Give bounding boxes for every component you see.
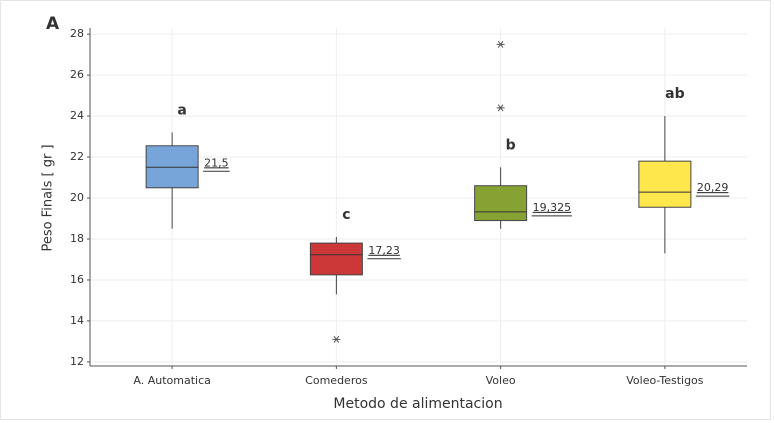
outlier	[496, 40, 505, 48]
y-tick-label: 16	[70, 273, 84, 286]
y-tick-label: 14	[70, 314, 84, 327]
y-tick-label: 26	[70, 68, 84, 81]
median-label: 21,5	[204, 156, 229, 169]
group-letter: c	[342, 207, 350, 223]
box	[309, 242, 363, 276]
x-tick-label: A. Automatica	[133, 374, 210, 387]
median-label: 19,325	[533, 201, 572, 214]
y-tick-label: 28	[70, 27, 84, 40]
box	[145, 145, 199, 189]
y-axis-title: Peso Finals [ gr ]	[41, 144, 56, 251]
group-letter: ab	[665, 86, 684, 102]
panel-label: A	[46, 14, 60, 34]
x-tick-label: Voleo	[486, 374, 516, 387]
y-tick-label: 12	[70, 355, 84, 368]
outlier	[496, 104, 505, 112]
x-axis-title: Metodo de alimentacion	[333, 396, 502, 412]
x-tick-label: Comederos	[305, 374, 368, 387]
y-tick-label: 24	[70, 109, 84, 122]
y-tick-label: 18	[70, 232, 84, 245]
median-label: 17,23	[368, 244, 400, 257]
group-letter: a	[177, 102, 186, 118]
y-tick-label: 20	[70, 191, 84, 204]
y-tick-label: 22	[70, 150, 84, 163]
box	[638, 160, 692, 208]
median-label: 20,29	[697, 181, 729, 194]
x-tick-label: Voleo-Testigos	[626, 374, 704, 387]
group-letter: b	[506, 137, 516, 153]
box	[474, 185, 528, 222]
outlier	[332, 335, 341, 343]
